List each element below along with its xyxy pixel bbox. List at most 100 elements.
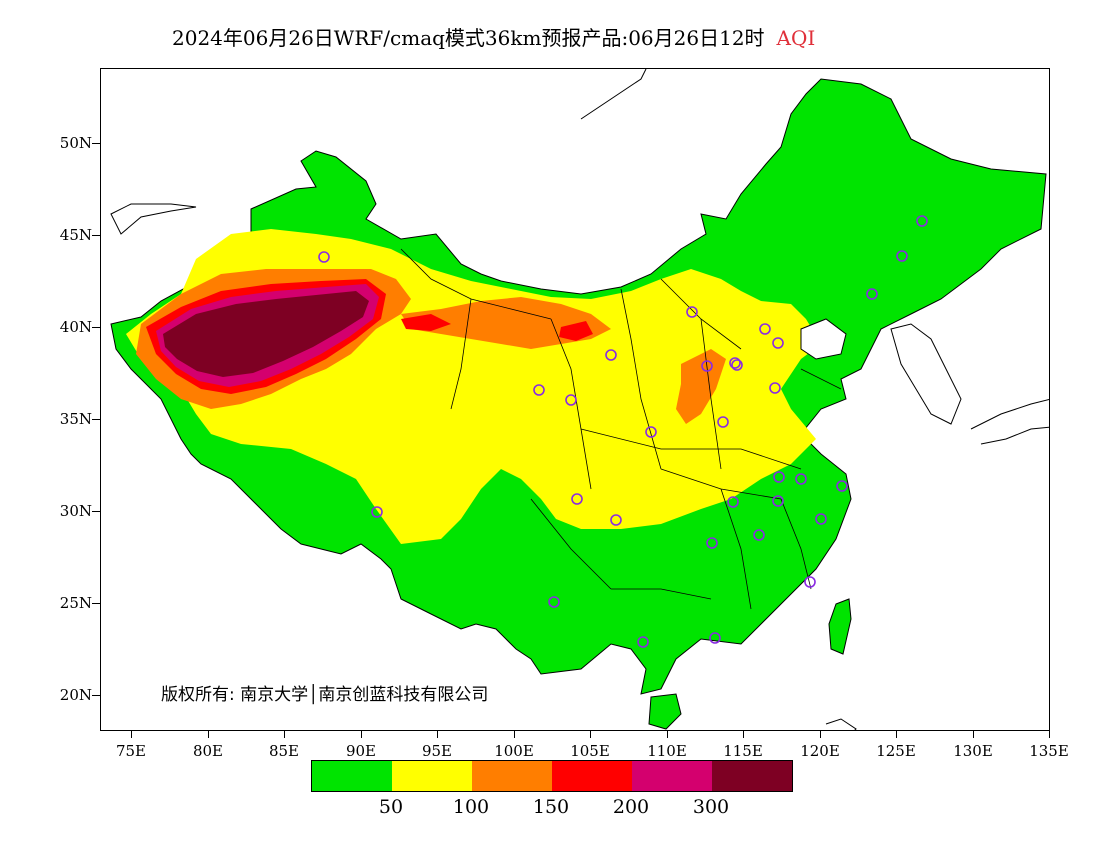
aqi-zone-red-3: [559, 321, 593, 341]
station-marker: [533, 384, 545, 396]
aqi-zone-maroon: [163, 291, 369, 377]
legend-swatch-yellow: [392, 761, 472, 791]
station-marker: [605, 349, 617, 361]
station-marker: [815, 513, 827, 525]
station-marker: [548, 596, 560, 608]
station-marker: [645, 426, 657, 438]
station-marker: [686, 306, 698, 318]
station-marker: [753, 529, 765, 541]
lat-label-40n: 40N: [59, 318, 92, 336]
bohai-gulf: [800, 318, 847, 360]
lon-tick-110e: [667, 731, 668, 738]
station-marker: [769, 382, 781, 394]
station-marker: [731, 359, 743, 371]
lon-label-110e: 110E: [647, 742, 687, 760]
lon-tick-130e: [973, 731, 974, 738]
taiwan-island: [828, 598, 852, 655]
lon-tick-90e: [361, 731, 362, 738]
legend-label-100: 100: [452, 796, 490, 818]
map-area: [100, 68, 1050, 731]
lon-tick-75e: [131, 731, 132, 738]
copyright-text: 版权所有: 南京大学│南京创蓝科技有限公司: [161, 685, 489, 705]
station-marker: [709, 632, 721, 644]
lon-label-75e: 75E: [115, 742, 147, 760]
lon-label-95e: 95E: [421, 742, 453, 760]
lat-label-20n: 20N: [59, 686, 92, 704]
aqi-zone-orange-2: [401, 297, 611, 349]
title-main: 2024年06月26日WRF/cmaq模式36km预报产品:06月26日12时: [172, 26, 765, 50]
map-title: 2024年06月26日WRF/cmaq模式36km预报产品:06月26日12时 A…: [172, 22, 815, 51]
philippines-coast: [825, 718, 857, 730]
lat-tick-20n: [92, 695, 100, 696]
lat-tick-25n: [92, 603, 100, 604]
station-marker: [795, 473, 807, 485]
lon-tick-80e: [208, 731, 209, 738]
lat-tick-40n: [92, 327, 100, 328]
japan-coast-2: [980, 426, 1049, 445]
station-marker: [717, 416, 729, 428]
legend-color-bar: [311, 760, 793, 792]
lat-label-35n: 35N: [59, 410, 92, 428]
station-marker: [371, 506, 383, 518]
lat-tick-30n: [92, 511, 100, 512]
lat-tick-35n: [92, 419, 100, 420]
lon-tick-120e: [820, 731, 821, 738]
station-marker: [318, 251, 330, 263]
lat-label-50n: 50N: [59, 134, 92, 152]
station-marker: [637, 636, 649, 648]
station-marker: [610, 514, 622, 526]
aqi-zone-red-2: [401, 314, 451, 331]
lat-label-30n: 30N: [59, 502, 92, 520]
korea-coast: [890, 323, 962, 425]
lon-tick-95e: [437, 731, 438, 738]
lon-label-115e: 115E: [723, 742, 763, 760]
kazakh-lake: [110, 203, 197, 235]
station-marker: [727, 496, 739, 508]
station-marker: [916, 215, 928, 227]
lon-label-85e: 85E: [268, 742, 300, 760]
lon-tick-85e: [284, 731, 285, 738]
legend-swatch-red: [552, 761, 632, 791]
station-marker: [759, 323, 771, 335]
lon-tick-115e: [743, 731, 744, 738]
hainan-island: [648, 693, 682, 730]
lat-label-25n: 25N: [59, 594, 92, 612]
lon-label-105e: 105E: [570, 742, 610, 760]
legend-swatch-orange: [472, 761, 552, 791]
station-marker: [772, 337, 784, 349]
legend-label-150: 150: [532, 796, 570, 818]
legend-swatch-green: [312, 761, 392, 791]
legend-swatch-maroon: [712, 761, 792, 791]
station-marker: [866, 288, 878, 300]
legend-label-300: 300: [692, 796, 730, 818]
lon-label-130e: 130E: [953, 742, 993, 760]
station-marker: [706, 537, 718, 549]
legend-swatch-purple: [632, 761, 712, 791]
station-marker: [773, 471, 785, 483]
lon-label-90e: 90E: [345, 742, 377, 760]
map-canvas: [110, 69, 1049, 730]
lon-label-80e: 80E: [192, 742, 224, 760]
station-marker: [701, 360, 713, 372]
lat-tick-50n: [92, 143, 100, 144]
aqi-zone-orange-3: [676, 349, 726, 424]
legend-label-50: 50: [378, 796, 404, 818]
lon-label-125e: 125E: [876, 742, 916, 760]
lon-tick-135e: [1049, 731, 1050, 738]
station-marker: [772, 495, 784, 507]
japan-coast: [970, 398, 1049, 430]
station-marker: [804, 576, 816, 588]
lon-label-120e: 120E: [800, 742, 840, 760]
lat-tick-45n: [92, 235, 100, 236]
lon-tick-105e: [590, 731, 591, 738]
title-variable: AQI: [776, 26, 816, 50]
legend-label-200: 200: [612, 796, 650, 818]
lon-label-100e: 100E: [494, 742, 534, 760]
lon-tick-100e: [514, 731, 515, 738]
station-marker: [836, 480, 848, 492]
station-marker: [896, 250, 908, 262]
russia-coast: [580, 69, 647, 120]
station-marker: [729, 357, 741, 369]
lat-label-45n: 45N: [59, 226, 92, 244]
station-marker: [571, 493, 583, 505]
